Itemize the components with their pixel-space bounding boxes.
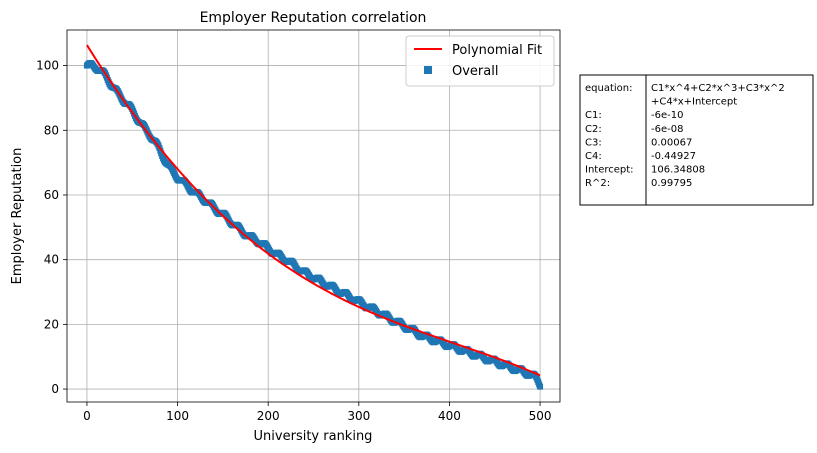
y-axis-label: Employer Reputation bbox=[10, 148, 25, 285]
x-tick-label: 400 bbox=[438, 409, 461, 423]
fit-table-label: equation: bbox=[585, 83, 633, 94]
y-tick-label: 100 bbox=[36, 59, 59, 73]
plot-frame bbox=[66, 29, 561, 403]
fit-table: equation: C1*x^4+C2*x^3+C3*x^2 +C4*x+Inter… bbox=[579, 74, 814, 206]
legend-box bbox=[405, 35, 555, 87]
fit-table-value: -6e-08 bbox=[651, 124, 683, 135]
y-tick-label: 60 bbox=[44, 188, 59, 202]
fit-table-value: 0.99795 bbox=[651, 178, 692, 189]
fit-table-rows: equation: C1*x^4+C2*x^3+C3*x^2 +C4*x+Inter… bbox=[585, 83, 785, 189]
fit-table-label: C1: bbox=[585, 110, 602, 121]
legend-label-overall: Overall bbox=[452, 64, 498, 79]
fit-table-value: C1*x^4+C2*x^3+C3*x^2 bbox=[651, 83, 785, 94]
x-tick-label: 300 bbox=[347, 409, 370, 423]
y-tick-label: 80 bbox=[44, 123, 59, 137]
y-axis: 0 20 40 60 80 100 bbox=[36, 59, 67, 396]
legend-label-polynomial-fit: Polynomial Fit bbox=[452, 43, 542, 58]
fit-line bbox=[86, 44, 541, 377]
legend: Polynomial Fit Overall bbox=[405, 35, 555, 87]
x-tick-label: 0 bbox=[83, 409, 91, 423]
y-tick-label: 20 bbox=[44, 317, 59, 331]
fit-table-value: -0.44927 bbox=[651, 151, 696, 162]
fit-table-label: C4: bbox=[585, 151, 602, 162]
fit-table-value: -6e-10 bbox=[651, 110, 683, 121]
fit-table-value: 106.34808 bbox=[651, 165, 705, 176]
x-tick-label: 500 bbox=[529, 409, 552, 423]
fit-table-label: R^2: bbox=[585, 178, 610, 189]
x-axis: 0 100 200 300 400 500 bbox=[83, 402, 552, 423]
fit-table-value: 0.00067 bbox=[651, 137, 692, 148]
chart-title: Employer Reputation correlation bbox=[200, 10, 427, 26]
legend-swatch-overall bbox=[424, 66, 432, 74]
y-tick-label: 40 bbox=[44, 253, 59, 267]
fit-series-polynomial bbox=[86, 44, 541, 377]
fit-table-value: +C4*x+Intercept bbox=[651, 97, 737, 108]
fit-table-label: Intercept: bbox=[585, 165, 634, 176]
x-tick-label: 100 bbox=[166, 409, 189, 423]
fit-table-border bbox=[579, 74, 814, 206]
x-axis-label: University ranking bbox=[254, 429, 373, 444]
y-tick-label: 0 bbox=[51, 382, 59, 396]
scatter-point bbox=[537, 383, 544, 390]
x-tick-label: 200 bbox=[257, 409, 280, 423]
fit-table-label: C2: bbox=[585, 124, 602, 135]
scatter-series-overall bbox=[83, 60, 544, 390]
fit-table-label: C3: bbox=[585, 137, 602, 148]
